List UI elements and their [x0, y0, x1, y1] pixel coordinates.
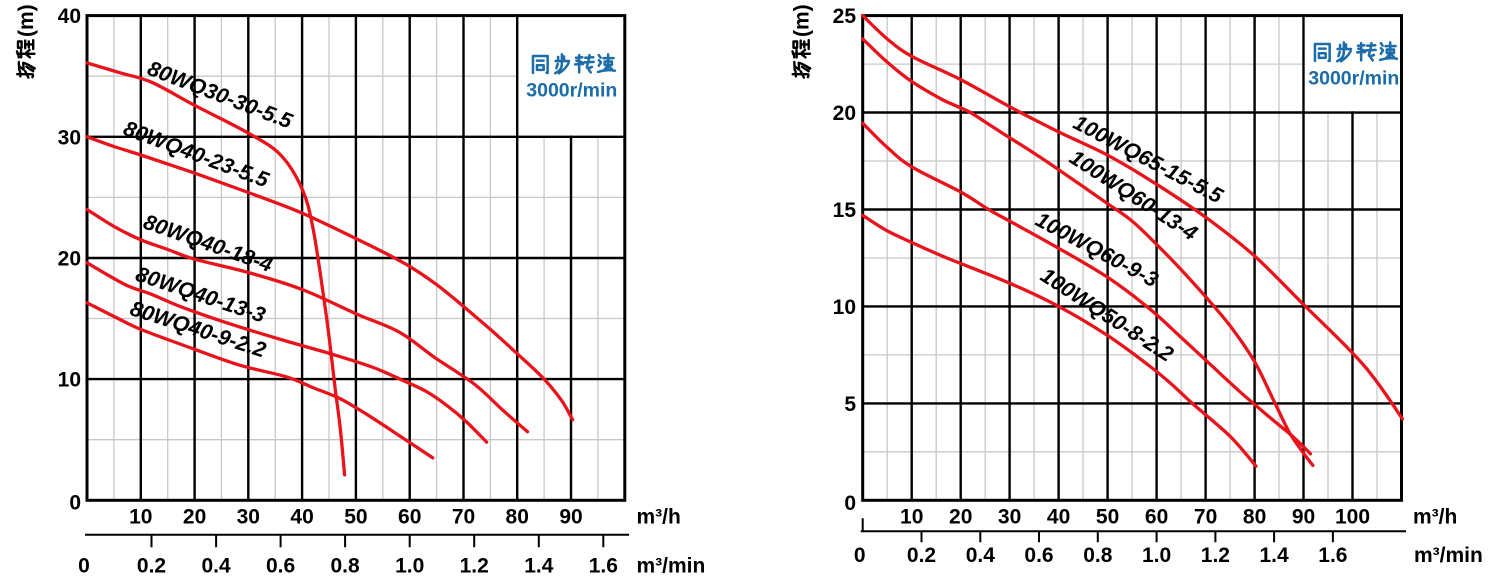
svg-text:40: 40 [58, 5, 81, 28]
svg-text:(m): (m) [15, 4, 38, 37]
svg-text:m³/h: m³/h [1413, 506, 1457, 529]
svg-text:0: 0 [78, 555, 90, 578]
svg-text:10: 10 [129, 506, 152, 529]
svg-text:3000r/min: 3000r/min [526, 80, 617, 102]
svg-text:20: 20 [183, 506, 206, 529]
svg-text:100: 100 [1335, 506, 1370, 529]
svg-text:30: 30 [237, 506, 260, 529]
svg-text:20: 20 [949, 506, 972, 529]
svg-text:m³/min: m³/min [637, 555, 706, 578]
svg-text:10: 10 [58, 369, 81, 392]
svg-text:90: 90 [1292, 506, 1315, 529]
svg-text:0: 0 [69, 492, 81, 515]
svg-text:40: 40 [290, 506, 313, 529]
svg-text:50: 50 [344, 506, 367, 529]
svg-text:3000r/min: 3000r/min [1308, 67, 1399, 89]
svg-text:80: 80 [1243, 506, 1266, 529]
svg-text:0.2: 0.2 [137, 555, 166, 578]
svg-text:10: 10 [833, 296, 856, 319]
svg-text:0.6: 0.6 [266, 555, 295, 578]
svg-text:80: 80 [506, 506, 529, 529]
svg-text:0.4: 0.4 [966, 544, 996, 567]
svg-text:30: 30 [998, 506, 1021, 529]
svg-text:0.8: 0.8 [1083, 544, 1113, 567]
svg-text:0.6: 0.6 [1024, 544, 1053, 567]
svg-text:0: 0 [854, 544, 866, 567]
svg-text:70: 70 [452, 506, 475, 529]
svg-text:30: 30 [58, 126, 81, 149]
svg-text:10: 10 [900, 506, 923, 529]
svg-text:1.2: 1.2 [460, 555, 489, 578]
svg-text:1.0: 1.0 [395, 555, 424, 578]
svg-text:(m): (m) [791, 4, 814, 37]
svg-text:5: 5 [844, 393, 856, 416]
svg-text:60: 60 [1145, 506, 1168, 529]
svg-text:1.0: 1.0 [1142, 544, 1171, 567]
svg-text:25: 25 [833, 5, 857, 28]
svg-text:0.8: 0.8 [330, 555, 360, 578]
svg-text:70: 70 [1194, 506, 1217, 529]
svg-text:40: 40 [1047, 506, 1070, 529]
svg-text:15: 15 [833, 199, 857, 222]
svg-text:20: 20 [833, 102, 856, 125]
svg-text:60: 60 [398, 506, 421, 529]
svg-text:0.4: 0.4 [201, 555, 231, 578]
svg-text:1.6: 1.6 [589, 555, 618, 578]
svg-text:1.6: 1.6 [1318, 544, 1347, 567]
svg-text:1.2: 1.2 [1201, 544, 1230, 567]
svg-text:m³/min: m³/min [1414, 544, 1483, 567]
svg-text:1.4: 1.4 [524, 555, 554, 578]
svg-text:1.4: 1.4 [1259, 544, 1289, 567]
svg-text:90: 90 [559, 506, 582, 529]
svg-text:0.2: 0.2 [907, 544, 936, 567]
svg-text:m³/h: m³/h [637, 506, 681, 529]
svg-text:20: 20 [58, 248, 81, 271]
svg-text:50: 50 [1096, 506, 1119, 529]
svg-text:0: 0 [844, 492, 856, 515]
